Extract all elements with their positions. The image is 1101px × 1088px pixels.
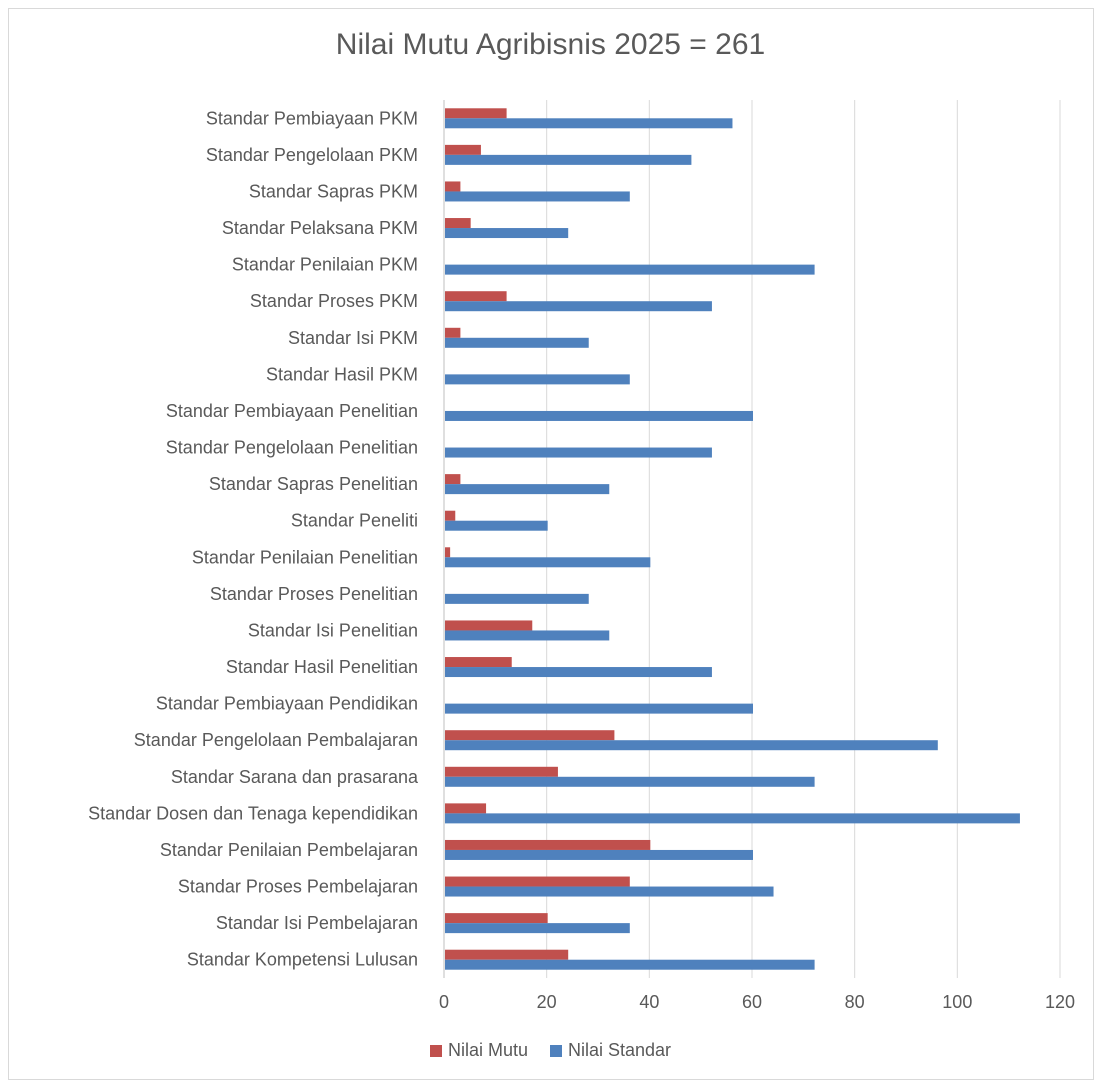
- bar-nilai-standar: [445, 337, 589, 348]
- bar-nilai-standar: [445, 849, 753, 860]
- bar-nilai-standar: [445, 191, 630, 202]
- category-label: Standar Proses PKM: [250, 291, 418, 311]
- category-label: Standar Penilaian Penelitian: [192, 547, 418, 567]
- bar-nilai-mutu: [445, 876, 630, 887]
- bar-nilai-mutu: [445, 913, 548, 924]
- bar-nilai-standar: [445, 228, 569, 239]
- category-label: Standar Pembiayaan PKM: [206, 108, 418, 128]
- legend-item-nilai-mutu: Nilai Mutu: [429, 1040, 528, 1061]
- bar-nilai-mutu: [445, 291, 507, 302]
- category-label: Standar Proses Penelitian: [210, 584, 418, 604]
- bar-nilai-standar: [445, 154, 692, 165]
- bar-nilai-standar: [445, 703, 753, 714]
- category-label: Standar Sapras PKM: [249, 181, 418, 201]
- bar-nilai-mutu: [445, 730, 615, 741]
- legend-swatch-nilai-mutu: [429, 1044, 442, 1057]
- chart-title: Nilai Mutu Agribisnis 2025 = 261: [335, 28, 766, 61]
- bar-nilai-mutu: [445, 803, 487, 814]
- bar-nilai-mutu: [445, 144, 481, 155]
- category-label: Standar Sapras Penelitian: [209, 474, 418, 494]
- bar-nilai-mutu: [445, 949, 569, 960]
- bar-nilai-mutu: [445, 547, 451, 558]
- bar-nilai-mutu: [445, 474, 461, 485]
- category-label: Standar Isi PKM: [288, 328, 418, 348]
- x-tick-label-40: 40: [639, 992, 659, 1012]
- legend-label-nilai-mutu: Nilai Mutu: [447, 1040, 528, 1060]
- category-label: Standar Pengelolaan PKM: [206, 145, 418, 165]
- bar-nilai-standar: [445, 374, 630, 385]
- bar-nilai-mutu: [445, 620, 533, 631]
- category-label: Standar Hasil Penelitian: [226, 657, 418, 677]
- bar-nilai-standar: [445, 776, 815, 787]
- legend-label-nilai-standar: Nilai Standar: [567, 1040, 672, 1060]
- bar-nilai-standar: [445, 447, 712, 458]
- bar-nilai-standar: [445, 813, 1020, 824]
- category-label: Standar Pembiayaan Pendidikan: [156, 694, 418, 714]
- category-label: Standar Penilaian Pembelajaran: [160, 840, 418, 860]
- bar-nilai-standar: [445, 410, 753, 421]
- category-label: Standar Pelaksana PKM: [222, 218, 418, 238]
- bar-nilai-standar: [445, 484, 610, 495]
- x-tick-label-60: 60: [742, 992, 762, 1012]
- category-label: Standar Pembiayaan Penelitian: [166, 401, 418, 421]
- category-label: Standar Kompetensi Lulusan: [187, 950, 418, 970]
- bar-nilai-standar: [445, 264, 815, 275]
- bar-nilai-mutu: [445, 766, 558, 777]
- chart-area: [8, 8, 1094, 1080]
- bar-nilai-mutu: [445, 218, 471, 229]
- bar-nilai-standar: [445, 923, 630, 934]
- bar-nilai-mutu: [445, 839, 651, 850]
- category-label: Standar Proses Pembelajaran: [178, 877, 418, 897]
- category-label: Standar Isi Pembelajaran: [216, 913, 418, 933]
- bar-nilai-mutu: [445, 108, 507, 119]
- legend-swatch-nilai-standar: [549, 1044, 562, 1057]
- bar-nilai-mutu: [445, 510, 456, 521]
- legend-item-nilai-standar: Nilai Standar: [549, 1040, 672, 1061]
- bar-nilai-standar: [445, 118, 733, 129]
- bar-nilai-standar: [445, 520, 548, 531]
- category-label: Standar Peneliti: [291, 511, 418, 531]
- category-label: Standar Penilaian PKM: [232, 255, 418, 275]
- bar-nilai-standar: [445, 557, 651, 568]
- bar-nilai-standar: [445, 630, 610, 641]
- bar-nilai-standar: [445, 740, 938, 751]
- bar-nilai-mutu: [445, 181, 461, 192]
- bar-nilai-mutu: [445, 657, 512, 668]
- x-tick-label-120: 120: [1045, 992, 1075, 1012]
- x-tick-label-80: 80: [845, 992, 865, 1012]
- x-tick-label-20: 20: [537, 992, 557, 1012]
- category-label: Standar Hasil PKM: [266, 364, 418, 384]
- bar-nilai-mutu: [445, 327, 461, 338]
- x-tick-label-0: 0: [439, 992, 449, 1012]
- bar-nilai-standar: [445, 667, 712, 678]
- bar-nilai-standar: [445, 886, 774, 897]
- bar-nilai-standar: [445, 593, 589, 604]
- bar-nilai-standar: [445, 301, 712, 312]
- bar-nilai-standar: [445, 959, 815, 970]
- category-label: Standar Sarana dan prasarana: [171, 767, 419, 787]
- category-label: Standar Dosen dan Tenaga kependidikan: [88, 803, 418, 823]
- legend: Nilai Mutu Nilai Standar: [0, 1040, 1101, 1061]
- category-label: Standar Pengelolaan Pembalajaran: [134, 730, 418, 750]
- x-tick-label-100: 100: [942, 992, 972, 1012]
- category-label: Standar Pengelolaan Penelitian: [166, 438, 418, 458]
- category-label: Standar Isi Penelitian: [248, 620, 418, 640]
